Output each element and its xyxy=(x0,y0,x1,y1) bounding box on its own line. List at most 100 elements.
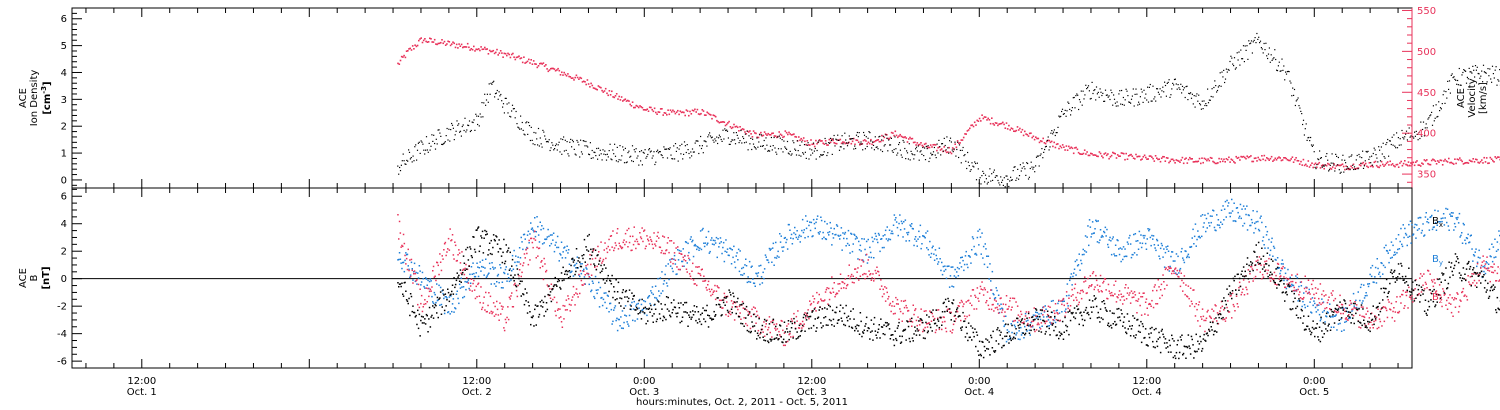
black-point xyxy=(1144,97,1146,99)
red-point xyxy=(433,38,436,41)
by-point xyxy=(1291,283,1293,286)
by-point xyxy=(1416,229,1419,231)
by-point xyxy=(1385,249,1388,252)
black-point xyxy=(422,143,424,145)
by-point xyxy=(586,268,588,270)
black-point xyxy=(796,140,798,142)
black-point xyxy=(837,134,839,136)
black-point xyxy=(1273,57,1275,59)
red-point xyxy=(674,112,677,115)
red-point xyxy=(520,57,523,59)
by-point xyxy=(619,325,621,327)
black-point xyxy=(997,179,999,182)
black-point xyxy=(885,134,887,136)
by-point xyxy=(850,233,853,235)
black-point xyxy=(621,155,623,157)
red-point xyxy=(983,116,986,118)
density-label-line1: ACE xyxy=(18,88,29,108)
red-point xyxy=(1147,158,1149,160)
bz-point xyxy=(447,248,449,250)
black-point xyxy=(1042,157,1044,159)
bz-point xyxy=(632,235,634,238)
black-point xyxy=(932,151,935,153)
by-point xyxy=(802,231,805,234)
red-point xyxy=(980,120,982,122)
by-point xyxy=(756,273,758,275)
black-point xyxy=(445,135,447,137)
black-point xyxy=(1064,109,1066,111)
bz-point xyxy=(658,237,660,239)
black-point xyxy=(792,140,794,142)
red-point xyxy=(1017,129,1020,131)
by-point xyxy=(439,286,442,289)
by-point xyxy=(623,321,625,324)
black-point xyxy=(624,147,626,149)
black-point xyxy=(1359,156,1361,158)
black-point xyxy=(1073,96,1075,99)
red-point xyxy=(1181,156,1184,159)
bz-point xyxy=(518,269,521,271)
black-point xyxy=(1481,70,1483,72)
by-point xyxy=(428,280,431,283)
black-point xyxy=(571,146,573,148)
by-point xyxy=(1268,238,1270,241)
red-point xyxy=(604,87,607,90)
red-point xyxy=(1419,165,1422,167)
bz-point xyxy=(817,301,820,303)
black-point xyxy=(528,125,531,127)
black-point xyxy=(1049,146,1051,148)
black-point xyxy=(957,141,959,143)
by-point xyxy=(703,245,706,248)
red-point xyxy=(992,122,994,125)
black-point xyxy=(636,157,638,159)
bz-point xyxy=(657,231,659,234)
black-point xyxy=(1009,180,1011,182)
red-point xyxy=(795,136,798,138)
bz-point xyxy=(720,299,722,302)
black-point xyxy=(1470,71,1472,73)
bz-point xyxy=(803,323,805,325)
by-point xyxy=(770,248,772,250)
black-point xyxy=(971,162,973,164)
black-point xyxy=(619,145,621,147)
by-point xyxy=(1171,251,1173,253)
by-point xyxy=(1118,248,1120,250)
by-point xyxy=(1036,311,1039,314)
bz-point xyxy=(797,327,800,329)
red-point xyxy=(1230,158,1233,161)
red-point xyxy=(1009,129,1011,131)
black-point xyxy=(1439,107,1442,109)
black-point xyxy=(573,148,575,150)
black-point xyxy=(630,155,632,157)
density-tick-label: 0 xyxy=(61,175,67,186)
by-point xyxy=(873,238,876,240)
bz-point xyxy=(560,316,562,318)
by-point xyxy=(499,264,501,266)
by-point xyxy=(661,271,663,273)
black-point xyxy=(782,151,784,153)
red-point xyxy=(1366,165,1368,168)
bz-point xyxy=(520,275,522,278)
black-point xyxy=(1431,124,1434,126)
by-point xyxy=(846,242,849,245)
by-point xyxy=(720,241,722,243)
black-point xyxy=(1222,76,1224,78)
by-point xyxy=(593,295,595,298)
red-point xyxy=(1397,166,1400,168)
black-point xyxy=(1443,90,1445,92)
by-point xyxy=(910,225,912,228)
black-point xyxy=(913,158,915,160)
by-point xyxy=(738,270,741,273)
by-point xyxy=(414,280,417,283)
by-point xyxy=(765,256,767,258)
black-point xyxy=(666,157,669,159)
black-point xyxy=(616,146,618,148)
bz-point xyxy=(850,275,852,278)
black-point xyxy=(537,127,540,130)
black-point xyxy=(786,148,788,150)
black-point xyxy=(1070,110,1073,112)
by-point xyxy=(1108,239,1110,241)
red-point xyxy=(1252,160,1255,163)
black-point xyxy=(472,121,474,124)
red-point xyxy=(463,46,465,48)
